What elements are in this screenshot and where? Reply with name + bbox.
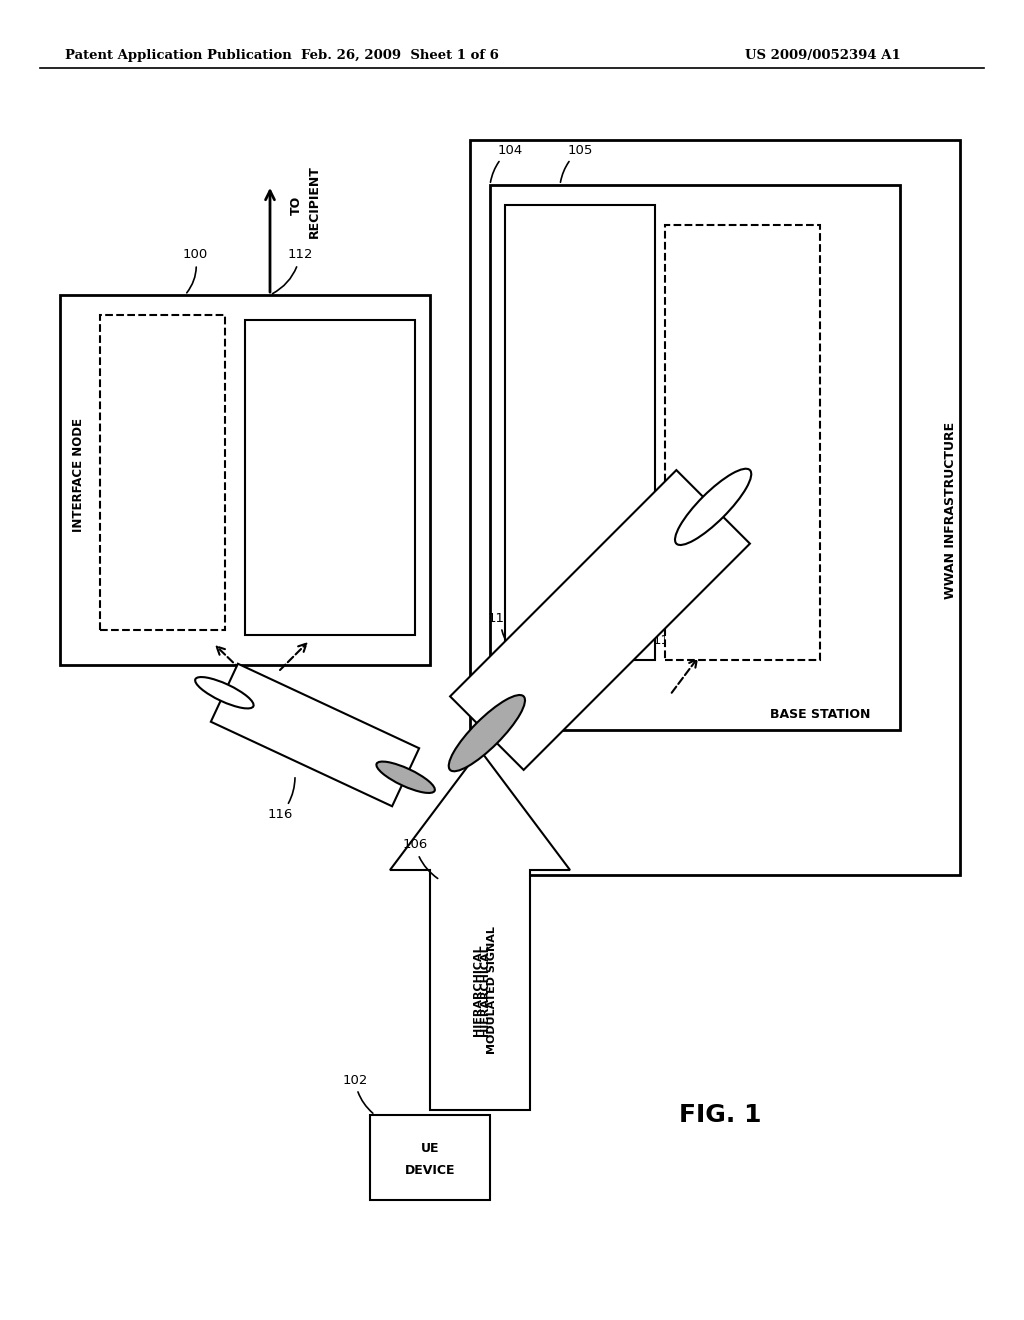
Ellipse shape [377, 762, 435, 793]
Text: 108: 108 [337, 578, 359, 587]
Text: 104: 104 [490, 144, 522, 182]
Text: 110: 110 [181, 579, 205, 590]
Bar [490, 185, 900, 730]
Polygon shape [451, 470, 750, 770]
Text: BASE STATION: BASE STATION [770, 709, 870, 722]
Bar [665, 224, 820, 660]
Text: LOWER MODULATION: LOWER MODULATION [143, 407, 153, 513]
Bar [100, 315, 225, 630]
Text: Patent Application Publication: Patent Application Publication [65, 49, 292, 62]
Ellipse shape [449, 696, 525, 771]
Text: 108: 108 [756, 583, 780, 597]
Text: HIERARCHICAL
MODULATED SIGNAL: HIERARCHICAL MODULATED SIGNAL [473, 927, 497, 1053]
Text: WWAN INFRASTRUCTURE: WWAN INFRASTRUCTURE [943, 421, 956, 598]
Text: 116: 116 [267, 777, 295, 821]
Text: TO: TO [290, 195, 302, 215]
Bar [245, 319, 415, 635]
Bar [370, 1115, 490, 1200]
Text: ORDER COMPONENT: ORDER COMPONENT [580, 355, 590, 475]
Text: US 2009/0052394 A1: US 2009/0052394 A1 [745, 49, 901, 62]
Text: ORDER COMPONENT: ORDER COMPONENT [738, 355, 748, 475]
Text: Feb. 26, 2009  Sheet 1 of 6: Feb. 26, 2009 Sheet 1 of 6 [301, 49, 499, 62]
Text: ORDER COMPONENT: ORDER COMPONENT [163, 408, 171, 512]
Text: 110: 110 [598, 589, 623, 602]
Text: HIERARCHICAL: HIERARCHICAL [480, 944, 490, 1036]
Text: FIG. 1: FIG. 1 [679, 1104, 761, 1127]
Ellipse shape [675, 469, 752, 545]
Text: 118: 118 [652, 634, 678, 647]
Text: 102: 102 [342, 1073, 373, 1113]
Polygon shape [390, 750, 570, 1110]
Text: DEVICE: DEVICE [404, 1163, 456, 1176]
Text: HIGHER MODULATION: HIGHER MODULATION [718, 351, 728, 479]
Text: INTERFACE NODE: INTERFACE NODE [72, 418, 85, 532]
Text: 112: 112 [272, 248, 312, 294]
Polygon shape [211, 664, 419, 807]
Text: UE: UE [421, 1142, 439, 1155]
Text: 100: 100 [182, 248, 208, 293]
Text: ORDER COMPONENT: ORDER COMPONENT [313, 408, 323, 512]
Text: 106: 106 [402, 838, 437, 878]
Bar [505, 205, 655, 660]
Text: 114: 114 [487, 611, 518, 659]
Text: LOWER MODULATION: LOWER MODULATION [560, 352, 570, 477]
Text: 105: 105 [560, 144, 593, 182]
Bar [60, 294, 430, 665]
Ellipse shape [196, 677, 254, 709]
Text: RECIPIENT: RECIPIENT [307, 165, 321, 239]
Bar [470, 140, 961, 875]
Text: HIGHER MODULATION: HIGHER MODULATION [294, 405, 302, 515]
